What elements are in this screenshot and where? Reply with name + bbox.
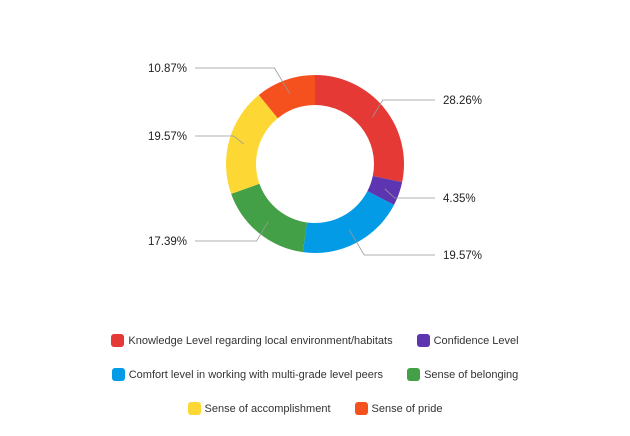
data-label: 28.26%: [443, 95, 482, 107]
legend-item-sense-of-belonging[interactable]: Sense of belonging: [407, 368, 518, 381]
donut-slice[interactable]: [226, 94, 278, 194]
leader-line: [195, 67, 291, 95]
leader-line: [195, 135, 244, 145]
legend-label: Comfort level in working with multi-grad…: [128, 368, 384, 381]
donut-chart: 28.26% 4.35% 19.57% 17.39% 19.57% 10.87%: [148, 63, 482, 262]
legend-row: Knowledge Level regarding local environm…: [0, 334, 630, 368]
data-label: 17.39%: [148, 236, 187, 248]
data-label: 10.87%: [148, 63, 187, 75]
legend-swatch: [187, 402, 201, 415]
legend-swatch: [407, 368, 421, 381]
legend-swatch: [111, 334, 125, 347]
legend-label: Sense of pride: [371, 402, 443, 415]
donut-slice[interactable]: [231, 183, 307, 253]
legend-item-sense-of-pride[interactable]: Sense of pride: [354, 402, 443, 415]
donut-slice[interactable]: [302, 191, 395, 253]
legend-item-confidence-level[interactable]: Confidence Level: [416, 334, 519, 347]
data-label: 19.57%: [443, 250, 482, 262]
legend-item-knowledge-level[interactable]: Knowledge Level regarding local environm…: [111, 334, 393, 347]
leader-line: [372, 99, 435, 118]
legend-label: Sense of belonging: [424, 368, 519, 381]
legend-swatch: [354, 402, 368, 415]
data-label: 19.57%: [148, 131, 187, 143]
legend-row: Comfort level in working with multi-grad…: [0, 368, 630, 402]
legend-item-comfort-level[interactable]: Comfort level in working with multi-grad…: [111, 368, 384, 381]
data-label: 4.35%: [443, 193, 476, 205]
donut-slice[interactable]: [367, 175, 403, 205]
legend-item-sense-of-accomplishment[interactable]: Sense of accomplishment: [187, 402, 331, 415]
leader-line: [384, 188, 435, 199]
leader-line: [348, 229, 435, 256]
donut-slice[interactable]: [315, 75, 404, 183]
donut-slice[interactable]: [258, 75, 315, 119]
legend-label: Sense of accomplishment: [204, 402, 331, 415]
legend-swatch: [416, 334, 430, 347]
leader-line: [195, 221, 269, 242]
legend: Knowledge Level regarding local environm…: [0, 334, 630, 436]
legend-swatch: [111, 368, 125, 381]
legend-label: Knowledge Level regarding local environm…: [128, 334, 393, 347]
legend-label: Confidence Level: [433, 334, 519, 347]
legend-row: Sense of accomplishment Sense of pride: [0, 402, 630, 436]
